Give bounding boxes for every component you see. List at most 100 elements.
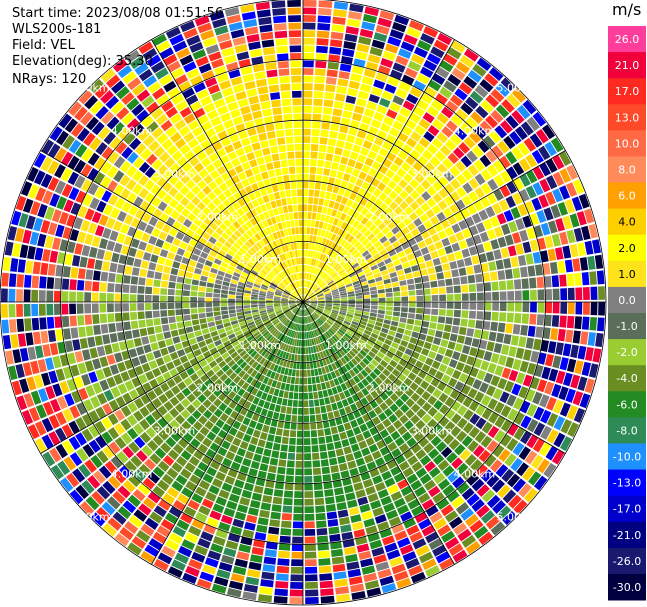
velocity-gate	[325, 277, 332, 283]
velocity-gate	[354, 137, 364, 146]
velocity-gate	[144, 544, 160, 558]
velocity-gate	[433, 411, 444, 423]
velocity-gate	[533, 406, 545, 421]
velocity-gate	[415, 544, 430, 557]
velocity-gate	[333, 302, 340, 304]
velocity-gate	[367, 278, 376, 284]
velocity-gate	[439, 60, 454, 73]
velocity-gate	[198, 313, 206, 319]
velocity-gate	[495, 332, 505, 343]
velocity-gate	[146, 326, 155, 335]
velocity-gate	[243, 299, 251, 302]
velocity-gate	[238, 247, 247, 255]
velocity-gate	[11, 210, 22, 226]
velocity-gate	[297, 415, 303, 423]
velocity-gate	[109, 230, 119, 242]
velocity-gate	[345, 553, 358, 563]
velocity-gate	[69, 229, 80, 242]
velocity-gate	[292, 291, 298, 297]
velocity-gate	[360, 336, 368, 343]
velocity-gate	[191, 279, 200, 286]
velocity-gate	[247, 238, 255, 246]
velocity-gate	[533, 475, 548, 491]
velocity-gate	[350, 583, 365, 593]
velocity-gate	[153, 279, 161, 287]
velocity-gate	[163, 265, 172, 274]
velocity-gate	[78, 89, 93, 105]
velocity-gate	[534, 264, 543, 276]
velocity-gate	[410, 228, 420, 237]
velocity-gate	[316, 308, 323, 313]
velocity-gate	[75, 417, 87, 431]
velocity-gate	[375, 422, 386, 432]
velocity-gate	[273, 160, 281, 169]
velocity-gate	[507, 423, 519, 437]
velocity-gate	[284, 260, 290, 268]
velocity-gate	[97, 126, 111, 140]
velocity-gate	[200, 29, 215, 41]
velocity-gate	[225, 451, 236, 461]
velocity-gate	[242, 113, 253, 122]
velocity-gate	[555, 342, 564, 356]
velocity-gate	[379, 528, 393, 539]
velocity-gate	[277, 137, 286, 145]
velocity-gate	[213, 123, 225, 134]
velocity-gate	[384, 43, 399, 54]
velocity-gate	[281, 302, 288, 305]
velocity-gate	[310, 159, 317, 167]
velocity-gate	[537, 379, 548, 393]
velocity-gate	[307, 307, 312, 314]
velocity-gate	[150, 61, 165, 74]
velocity-gate	[323, 311, 330, 316]
velocity-gate	[267, 77, 279, 86]
velocity-gate	[304, 551, 317, 559]
velocity-gate	[221, 314, 229, 320]
velocity-gate	[373, 343, 381, 351]
velocity-gate	[486, 341, 495, 352]
velocity-gate	[342, 335, 350, 342]
velocity-gate	[519, 229, 529, 242]
velocity-gate	[279, 315, 286, 321]
velocity-gate	[81, 428, 94, 442]
velocity-gate	[409, 86, 423, 98]
velocity-gate	[259, 327, 267, 333]
velocity-gate	[352, 426, 362, 436]
velocity-gate	[155, 332, 164, 341]
velocity-gate	[260, 140, 269, 149]
velocity-gate	[251, 309, 259, 313]
velocity-gate	[379, 248, 388, 256]
velocity-gate	[338, 247, 345, 255]
velocity-gate	[12, 242, 22, 257]
velocity-gate	[421, 275, 430, 283]
velocity-gate	[446, 302, 454, 309]
velocity-gate	[295, 346, 299, 354]
velocity-gate	[354, 286, 362, 291]
velocity-gate	[338, 187, 346, 196]
velocity-gate	[342, 262, 350, 269]
velocity-gate	[378, 297, 386, 302]
velocity-gate	[92, 358, 102, 370]
velocity-gate	[432, 118, 445, 131]
velocity-gate	[153, 505, 167, 518]
velocity-gate	[334, 578, 348, 588]
velocity-gate	[426, 197, 437, 208]
velocity-gate	[428, 273, 437, 281]
velocity-gate	[234, 343, 242, 351]
velocity-gate	[394, 14, 410, 26]
velocity-gate	[304, 460, 312, 468]
velocity-gate	[207, 202, 217, 211]
velocity-gate	[478, 339, 488, 350]
velocity-gate	[445, 100, 459, 113]
velocity-gate	[162, 241, 172, 251]
velocity-gate	[425, 209, 436, 219]
velocity-gate	[102, 445, 115, 459]
velocity-gate	[110, 101, 125, 115]
velocity-gate	[100, 324, 109, 334]
velocity-gate	[294, 308, 299, 314]
velocity-gate	[293, 331, 297, 339]
velocity-gate	[288, 299, 296, 302]
velocity-gate	[305, 249, 309, 257]
velocity-gate	[303, 136, 311, 144]
velocity-gate	[469, 413, 481, 425]
velocity-gate	[431, 168, 443, 180]
